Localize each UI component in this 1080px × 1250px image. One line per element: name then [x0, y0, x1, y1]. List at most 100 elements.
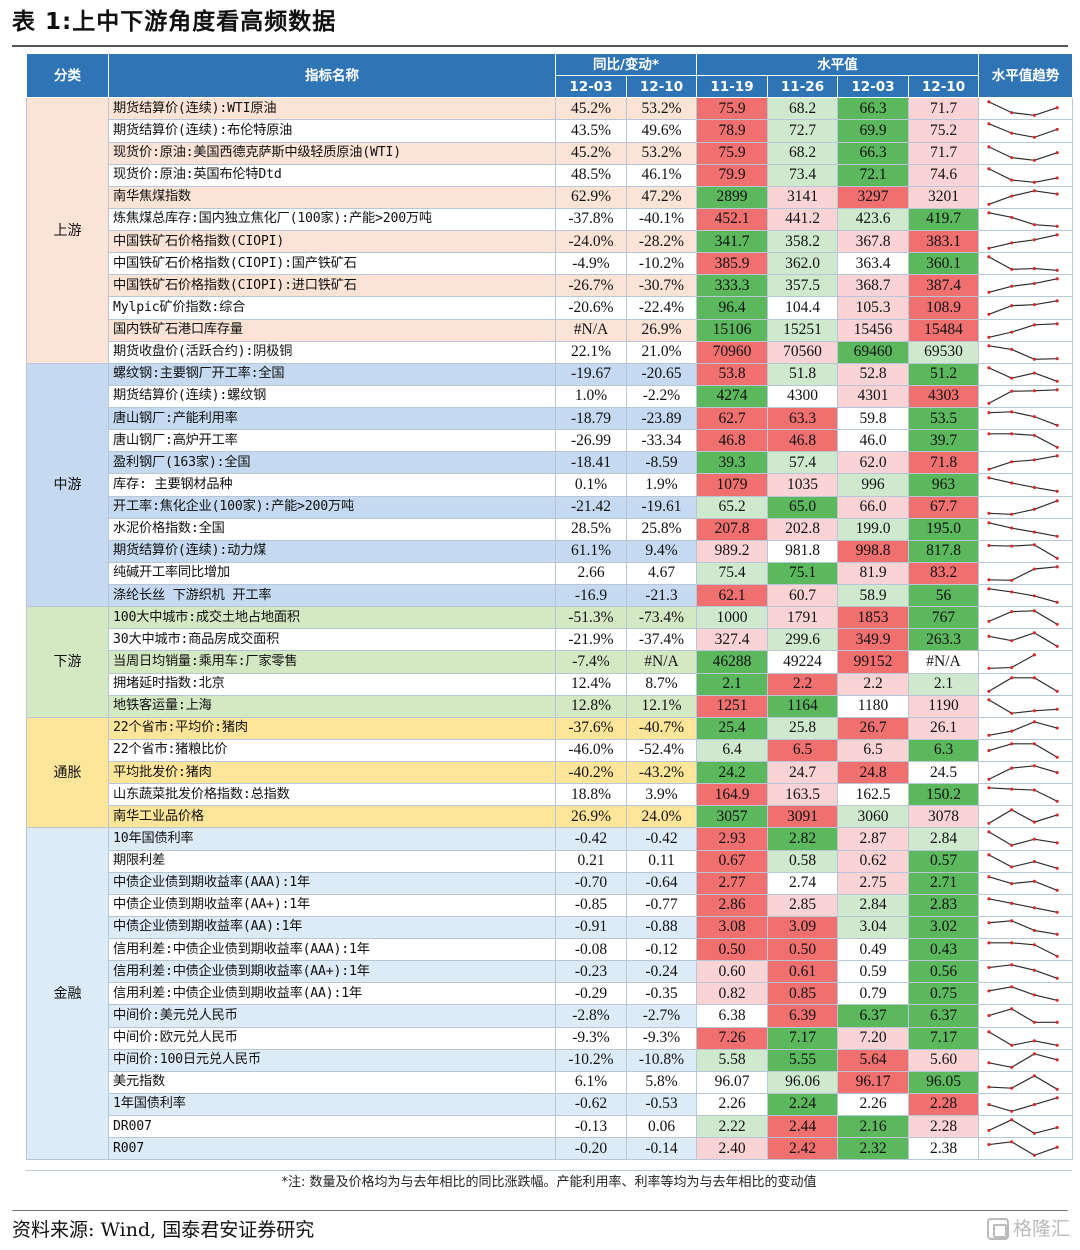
level-value: 998.8 [837, 539, 909, 563]
table-row: 库存: 主要钢材品种 0.1% 1.9% 1079 1035 996 963 [27, 473, 1073, 497]
sparkline-point [1055, 771, 1059, 775]
yoy-value: -37.4% [626, 628, 697, 652]
indicator-name: 信用利差:中债企业债到期收益率(AA):1年 [108, 982, 556, 1006]
yoy-value: -0.42 [555, 827, 627, 851]
sparkline-point [1010, 460, 1014, 464]
sparkline-point [1010, 919, 1014, 923]
yoy-value: -30.7% [626, 274, 697, 298]
sparkline-point [1010, 389, 1014, 393]
sparkline-point [1055, 866, 1059, 870]
indicator-name: 中债企业债到期收益率(AA):1年 [108, 915, 556, 940]
level-value: 71.7 [908, 141, 979, 165]
level-value: 96.06 [767, 1070, 838, 1094]
sparkline-point [1055, 128, 1059, 132]
yoy-value: -0.12 [626, 937, 697, 962]
level-value: 202.8 [767, 517, 838, 541]
sparkline-svg [987, 144, 1059, 162]
table-row: 涤纶长丝 下游织机 开工率 -16.9 -21.3 62.1 60.7 58.9 56 [27, 583, 1073, 608]
sparkline-line [988, 964, 1058, 979]
level-value: 53.8 [696, 362, 768, 386]
sparkline-point [1055, 841, 1059, 845]
sparkline-line [988, 367, 1058, 382]
yoy-value: -0.24 [626, 960, 697, 984]
sparkline-point [987, 830, 991, 834]
yoy-value: 53.2% [626, 141, 697, 165]
sparkline-point [987, 689, 991, 693]
table-row: 中债企业债到期收益率(AA+):1年 -0.85 -0.77 2.86 2.85 2.84… [27, 893, 1073, 917]
yoy-value: 12.8% [555, 694, 627, 718]
sparkline-point [987, 777, 991, 781]
trend-sparkline [978, 805, 1073, 829]
sparkline-point [1010, 155, 1014, 159]
indicator-name: 中间价:100日元兑人民币 [108, 1048, 556, 1072]
sparkline-point [1032, 1021, 1036, 1025]
level-value: 75.2 [908, 119, 979, 143]
level-value: 0.61 [767, 960, 838, 984]
yoy-value: 0.11 [626, 849, 697, 873]
level-value: 0.60 [696, 960, 768, 984]
level-value: 195.0 [908, 517, 979, 541]
sparkline-svg [987, 697, 1059, 715]
sparkline-point [1055, 954, 1059, 958]
sparkline-line [988, 499, 1058, 515]
sparkline-line [988, 853, 1058, 869]
level-value: 39.7 [908, 429, 979, 453]
trend-sparkline [978, 274, 1073, 298]
sparkline-point [987, 100, 991, 104]
yoy-value: 25.8% [626, 517, 697, 541]
indicator-name: 期货结算价(连续):WTI原油 [108, 97, 556, 121]
level-value: 452.1 [696, 207, 768, 232]
sparkline-point [987, 619, 991, 624]
level-value: 358.2 [767, 229, 838, 254]
sparkline-point [1010, 590, 1014, 594]
sparkline-point [987, 966, 991, 970]
level-value: 1164 [767, 694, 838, 718]
sparkline-point [1032, 113, 1036, 118]
sparkline-point [1055, 106, 1059, 110]
trend-sparkline [978, 606, 1073, 630]
level-value: 162.5 [837, 783, 909, 807]
indicator-name: 开工率:焦化企业(100家):产能>200万吨 [108, 495, 556, 519]
sparkline-line [988, 433, 1058, 448]
table-row: 中间价:欧元兑人民币 -9.3% -9.3% 7.26 7.17 7.20 7.17 [27, 1026, 1073, 1050]
sparkline-line [988, 720, 1058, 736]
level-value: 70960 [696, 340, 768, 364]
yoy-value: -21.3 [626, 583, 697, 608]
indicator-name: 中国铁矿石价格指数(CIOPI) [108, 229, 556, 254]
indicator-name: 山东蔬菜批发价格指数:总指数 [108, 783, 556, 807]
sparkline-point [1032, 567, 1036, 571]
indicator-name: Mylpic矿价指数:综合 [108, 296, 556, 320]
indicator-name: 南华工业品价格 [108, 805, 556, 829]
sparkline-svg [987, 454, 1059, 472]
sparkline-point [987, 1128, 991, 1132]
table-row: 水泥价格指数:全国 28.5% 25.8% 207.8 202.8 199.0 195.0 [27, 517, 1073, 541]
level-value: 75.9 [696, 97, 768, 121]
level-value: 99152 [837, 650, 909, 674]
sparkline-point [1055, 321, 1059, 325]
sparkline-point [1010, 1065, 1014, 1069]
level-value: 24.7 [767, 760, 838, 785]
sparkline-line [988, 167, 1058, 183]
yoy-value: 45.2% [555, 141, 627, 165]
sparkline-point [987, 1029, 991, 1033]
indicator-name: 期限利差 [108, 849, 556, 873]
sparkline-point [1010, 808, 1014, 812]
level-value: 68.2 [767, 97, 838, 121]
sparkline-point [1010, 131, 1014, 136]
sparkline-svg [987, 874, 1059, 892]
yoy-value: -40.2% [555, 760, 627, 785]
level-value: 767 [908, 606, 979, 630]
sparkline-point [1032, 928, 1036, 932]
level-value: 6.5 [767, 738, 838, 763]
indicator-name: 100大中城市:成交土地占地面积 [108, 606, 556, 630]
sparkline-line [988, 256, 1058, 271]
sparkline-point [1055, 423, 1059, 427]
sparkline-point [1032, 1131, 1036, 1135]
sparkline-point [1010, 766, 1014, 770]
sparkline-point [1055, 356, 1059, 360]
sparkline-point [1055, 813, 1059, 817]
yoy-value: 4.67 [626, 561, 697, 586]
indicator-name: 唐山钢厂:高炉开工率 [108, 429, 556, 453]
yoy-value: -0.08 [555, 937, 627, 962]
sparkline-point [1032, 879, 1036, 883]
